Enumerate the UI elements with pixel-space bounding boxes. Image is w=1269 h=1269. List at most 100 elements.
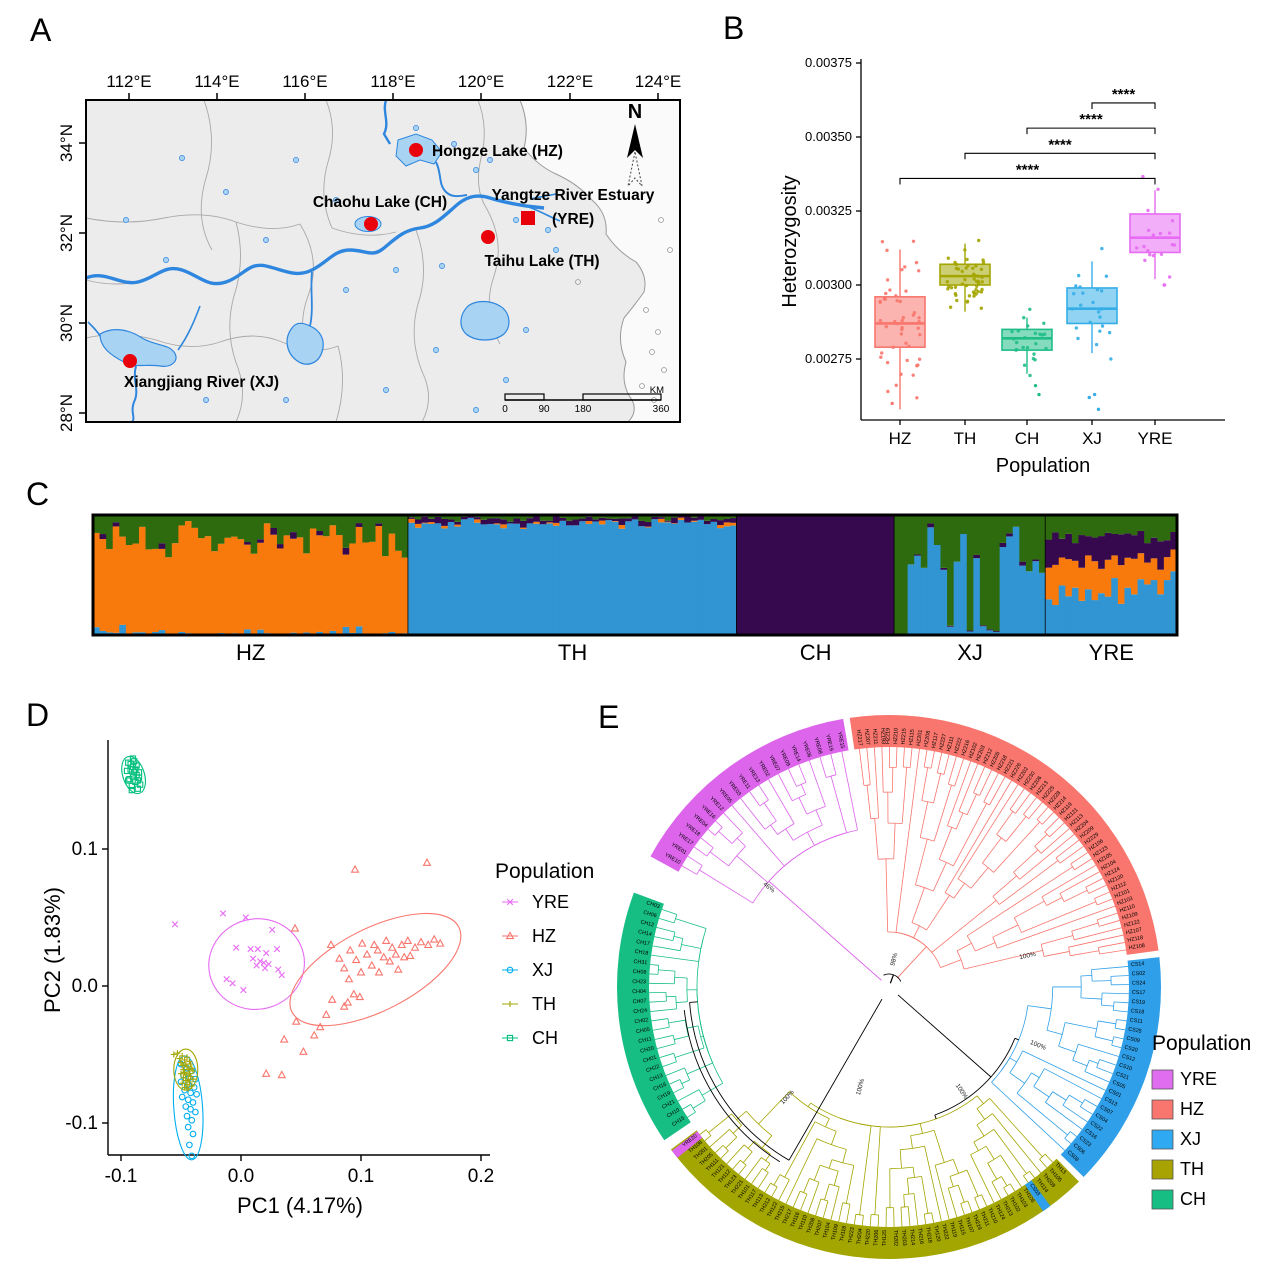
jitter-point xyxy=(885,278,890,282)
jitter-point xyxy=(899,372,903,376)
admixture-bar-segment xyxy=(927,523,935,528)
jitter-point xyxy=(956,267,961,271)
y-tick-label: 0.00300 xyxy=(805,277,852,292)
branch-radial xyxy=(1074,858,1093,871)
branch-radial xyxy=(682,1104,691,1110)
admixture-bar-segment xyxy=(138,526,147,633)
admixture-bar-segment xyxy=(329,630,337,635)
y-tick-label: 0.0 xyxy=(72,976,98,997)
skeleton-line xyxy=(689,1001,698,1003)
admixture-bar-segment xyxy=(119,515,127,537)
branch-radial xyxy=(704,1135,712,1142)
branch-radial xyxy=(909,748,913,768)
admixture-bar-segment xyxy=(401,557,409,634)
admixture-bar-segment xyxy=(572,519,580,526)
jitter-point xyxy=(1033,331,1038,336)
branch-radial xyxy=(932,862,947,892)
admixture-bar-segment xyxy=(152,515,160,549)
point-triangle xyxy=(362,949,372,958)
admixture-bar-segment xyxy=(316,530,324,536)
point-triangle xyxy=(369,940,379,949)
admixture-bar-segment xyxy=(835,515,843,635)
admixture-bar-segment xyxy=(132,543,140,633)
island xyxy=(667,247,673,253)
outlier-point xyxy=(1092,392,1097,397)
point-square xyxy=(129,773,137,780)
branch-radial xyxy=(708,1113,732,1133)
legend-title: Population xyxy=(1152,1032,1251,1055)
island xyxy=(643,307,649,313)
tip-label: TH222 xyxy=(940,1223,949,1240)
admixture-bar-segment xyxy=(809,515,817,635)
admixture-bar-segment xyxy=(1032,561,1040,635)
point-triangle xyxy=(343,997,353,1006)
branch-arc xyxy=(944,892,954,899)
admixture-bar-segment xyxy=(480,519,488,525)
tree-branches-HZ xyxy=(858,746,1127,970)
admixture-bar-segment xyxy=(539,515,547,521)
admixture-bar-segment xyxy=(546,522,554,524)
branch-radial xyxy=(758,1091,790,1125)
admixture-bar-segment xyxy=(1065,596,1073,635)
branch-radial xyxy=(1005,816,1027,842)
branch-radial xyxy=(1099,1059,1117,1066)
branch-radial xyxy=(800,1193,808,1211)
y-tick-label: 0.00325 xyxy=(805,203,852,218)
admixture-bar-segment xyxy=(336,515,344,536)
admixture-bar-segment xyxy=(1071,587,1079,635)
skeleton-line xyxy=(897,994,992,1078)
point-triangle xyxy=(387,942,397,951)
admixture-bar-segment xyxy=(756,515,764,635)
admixture-bar-segment xyxy=(546,523,554,635)
sector-band-override xyxy=(671,1131,703,1158)
admixture-bar-segment xyxy=(953,561,961,635)
branch-radial xyxy=(675,918,707,929)
branch-radial xyxy=(726,1144,745,1165)
branch-radial xyxy=(912,1167,915,1178)
branch-radial xyxy=(1021,901,1097,933)
admixture-bar-segment xyxy=(270,527,278,535)
legend-swatch-CH xyxy=(1151,1189,1174,1210)
branch-radial xyxy=(933,773,942,804)
admixture-bar-segment xyxy=(947,515,955,626)
jitter-point xyxy=(900,267,904,272)
admixture-bar-segment xyxy=(441,515,449,519)
jitter-point xyxy=(1022,363,1027,367)
point-triangle xyxy=(299,1047,308,1055)
branch-radial xyxy=(957,1184,965,1203)
tip-label: CS02 xyxy=(1132,971,1146,978)
admixture-bar-segment xyxy=(717,525,725,529)
branch-radial xyxy=(1084,1071,1110,1083)
tree-sector-XJ: CS14 CS02 CS24 CS17 CS19 CS18 CS11 CS25CS09CS20… xyxy=(991,957,1161,1177)
admixture-bar-segment xyxy=(99,539,107,631)
admixture-bar-segment xyxy=(1131,594,1139,635)
branch-radial xyxy=(1044,1068,1102,1099)
tip-label: HZ109 xyxy=(1121,911,1138,921)
tip-label: CH08 xyxy=(632,969,646,976)
tip-label: CH21 xyxy=(661,1099,676,1111)
point-triangle xyxy=(429,934,439,943)
branch-radial xyxy=(1009,1072,1025,1084)
branch-radial xyxy=(919,1123,923,1134)
admixture-bar-segment xyxy=(1098,568,1106,594)
branch-radial xyxy=(838,1202,844,1222)
admixture-bar-segment xyxy=(657,518,666,523)
support-label: 100% xyxy=(1029,1039,1047,1052)
box-HZ xyxy=(874,239,926,410)
tip-label: CS12 xyxy=(1121,1054,1136,1064)
jitter-point xyxy=(1022,316,1026,320)
branch-radial xyxy=(788,768,797,787)
branch-radial xyxy=(815,809,823,826)
tip-label: CS25 xyxy=(1128,1027,1142,1035)
tip-label: HZ203 xyxy=(975,745,987,762)
point-triangle xyxy=(279,1034,289,1043)
point-plus xyxy=(179,1062,186,1069)
branch-radial xyxy=(923,749,928,768)
branch-arc xyxy=(759,799,769,807)
island xyxy=(655,329,661,335)
scalebar-seg2 xyxy=(582,393,662,401)
branch-arc xyxy=(761,1157,771,1164)
admixture-bar-segment xyxy=(191,527,199,635)
branch-radial xyxy=(1094,891,1110,899)
